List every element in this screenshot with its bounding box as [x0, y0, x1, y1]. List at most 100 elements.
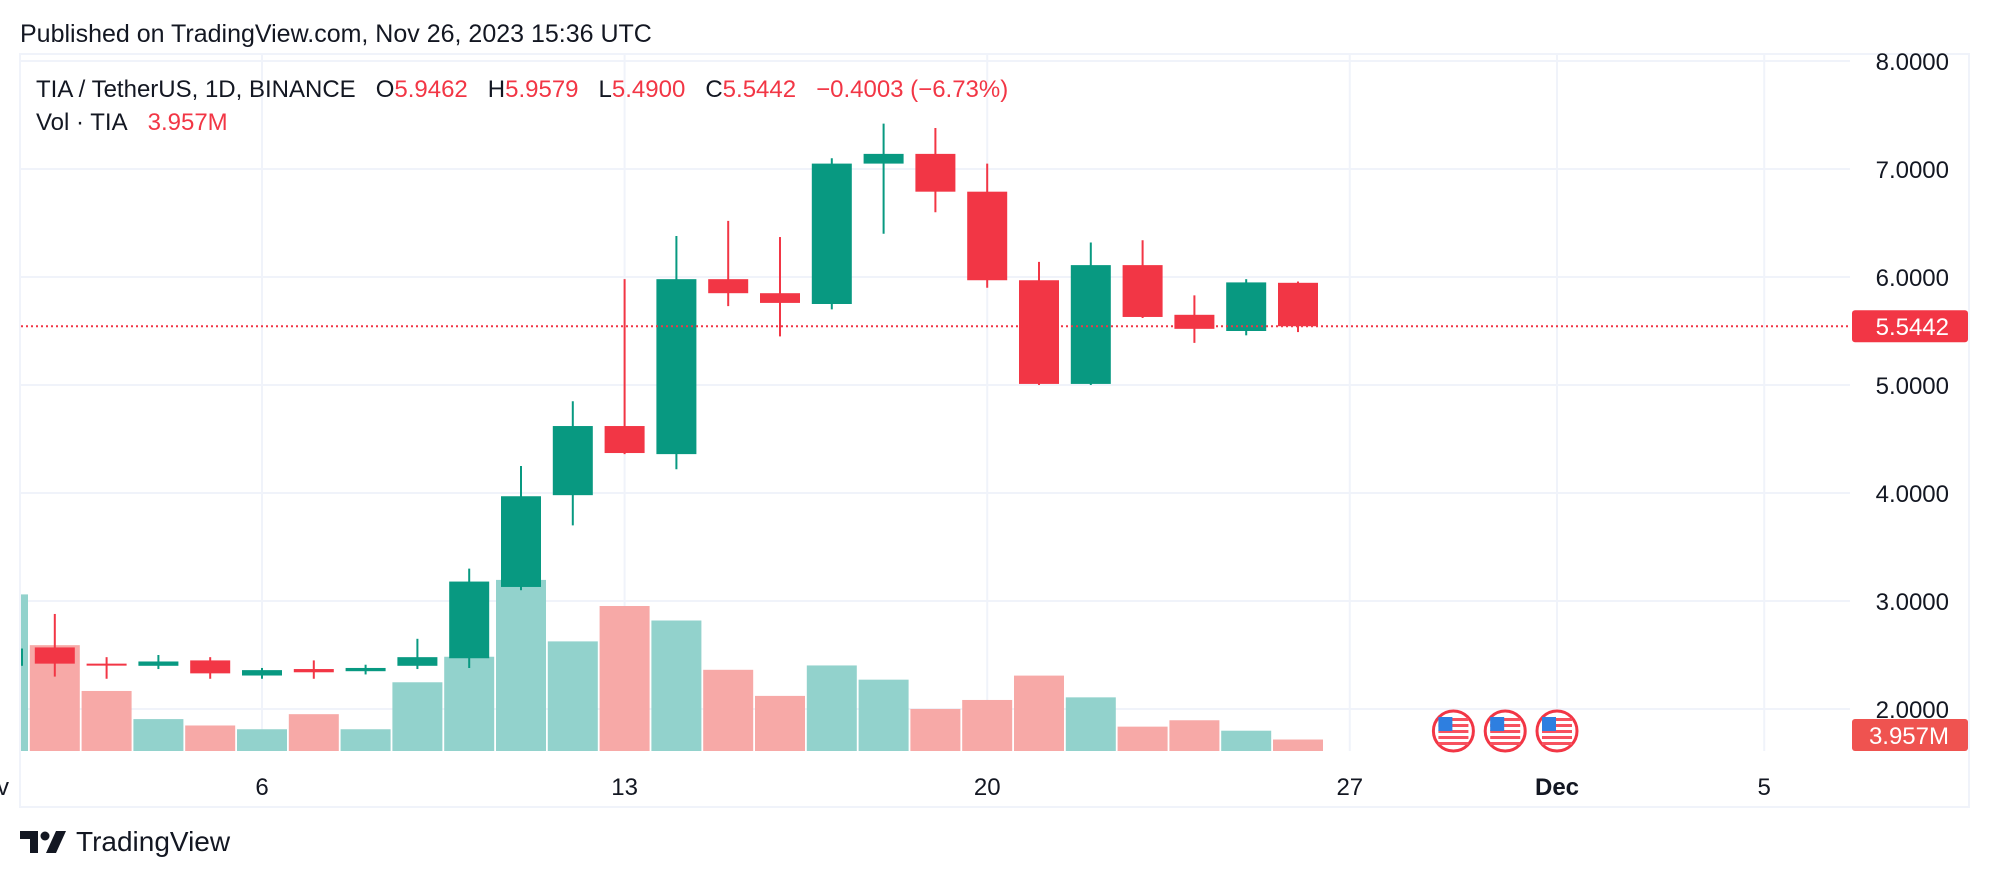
flag-canton: [1490, 717, 1505, 731]
volume-bar: [1221, 730, 1272, 751]
symbol-title[interactable]: TIA / TetherUS, 1D, BINANCE: [36, 76, 356, 103]
volume-bar: [599, 606, 650, 751]
logo-text: TradingView: [76, 826, 231, 857]
time-tick-label: Dec: [1535, 774, 1579, 801]
flag-stripe: [1542, 730, 1572, 733]
flag-stripe: [1542, 724, 1572, 727]
candle-body: [21, 648, 23, 666]
candle-body: [1278, 282, 1318, 327]
us-flag-icon[interactable]: [1535, 709, 1579, 753]
volume-legend: Vol · TIA 3.957M: [36, 109, 228, 137]
price-tick-label: 6.0000: [1876, 265, 1949, 292]
time-tick-label: 6: [255, 774, 268, 801]
candle-body: [656, 279, 697, 455]
time-tick-label: 13: [611, 774, 638, 801]
volume-bar: [288, 714, 339, 751]
volume-bar: [1014, 675, 1064, 751]
overlay: 5.5442 3.957M: [21, 310, 1968, 753]
volume-bar: [858, 679, 909, 751]
chart-frame: [19, 53, 1970, 808]
candle-body: [86, 663, 127, 666]
low-value: 5.4900: [611, 76, 686, 103]
flag-stripe: [1490, 724, 1521, 727]
candle-body: [604, 426, 645, 454]
volume-label[interactable]: Vol · TIA: [36, 109, 128, 136]
us-flag-icon[interactable]: [1431, 709, 1475, 753]
volume-bar: [237, 729, 287, 751]
us-flag-icon[interactable]: [1483, 709, 1527, 753]
candle-body: [811, 163, 852, 304]
time-tick-label: 27: [1336, 774, 1363, 801]
volume-bar: [910, 708, 961, 751]
published-caption: Published on TradingView.com, Nov 26, 20…: [20, 20, 652, 48]
candle-body: [345, 667, 386, 672]
price-tick-label: 3.0000: [1876, 589, 1949, 616]
candle-body: [34, 647, 75, 664]
last-volume-badge: [1852, 719, 1968, 751]
volume-bar: [392, 682, 443, 751]
candle-body: [1019, 280, 1059, 384]
flag-stripe: [1438, 730, 1469, 733]
candle-body: [293, 669, 334, 673]
open-value: 5.9462: [394, 76, 468, 103]
candle-body: [552, 426, 593, 496]
volume-bar: [547, 641, 598, 751]
volume-bar: [21, 594, 28, 751]
low-label: L: [598, 76, 612, 103]
last-price-label: 5.5442: [1876, 314, 1949, 341]
candle-body: [708, 279, 749, 294]
volume-bar: [806, 665, 857, 751]
volume-bar: [1169, 720, 1220, 751]
volume-bar: [1065, 697, 1116, 751]
flag-stripe: [1542, 736, 1572, 739]
close-label: C: [705, 76, 723, 103]
candle-body: [1226, 282, 1267, 331]
price-tick-label: 5.0000: [1876, 373, 1949, 400]
grid: 8.00007.00006.00005.00004.00003.00002.00…: [0, 49, 1949, 801]
time-tick-label: v: [0, 774, 9, 801]
volume-bar: [1273, 739, 1323, 751]
flag-stripe: [1438, 724, 1469, 727]
flag-stripe: [1438, 718, 1469, 721]
candle-body: [242, 670, 282, 676]
flag-stripe: [1438, 742, 1469, 745]
volume-bar: [1117, 726, 1168, 751]
candle-body: [449, 581, 490, 659]
tradingview-logo[interactable]: TradingView: [20, 826, 230, 858]
volume-bar: [962, 699, 1013, 751]
close-value: 5.5442: [722, 76, 797, 103]
candle-body: [501, 496, 541, 587]
candle-body: [1122, 265, 1163, 317]
tradingview-logo-icon: [20, 831, 66, 853]
high-value: 5.9579: [505, 76, 579, 103]
candle-body: [760, 293, 800, 303]
flag-stripe: [1490, 730, 1521, 733]
price-tick-label: 8.0000: [1876, 49, 1949, 76]
last-volume-label: 3.957M: [1869, 723, 1949, 750]
open-label: O: [375, 76, 395, 103]
candle-body: [190, 660, 231, 674]
volume-bar: [444, 656, 495, 751]
volume-bar: [81, 690, 132, 751]
volume-bar: [340, 729, 391, 751]
volume-bar: [651, 620, 702, 751]
price-tick-label: 4.0000: [1876, 481, 1949, 508]
flag-stripe: [1490, 718, 1521, 721]
flag-stripe: [1542, 742, 1572, 745]
candle-body: [915, 153, 956, 192]
time-tick-label: 20: [974, 774, 1001, 801]
candle-body: [397, 657, 438, 666]
price-tick-label: 7.0000: [1876, 157, 1949, 184]
candle-body: [967, 191, 1008, 281]
candle-body: [138, 661, 179, 666]
candle-body: [863, 153, 904, 164]
flag-canton: [1438, 717, 1453, 731]
flag-stripe: [1490, 736, 1521, 739]
candles: [21, 123, 1318, 679]
last-price-badge: [1852, 310, 1968, 343]
flag-stripe: [1490, 742, 1521, 745]
candle-body: [1174, 314, 1215, 329]
volume-bar: [185, 725, 236, 751]
flag-canton: [1542, 717, 1556, 731]
